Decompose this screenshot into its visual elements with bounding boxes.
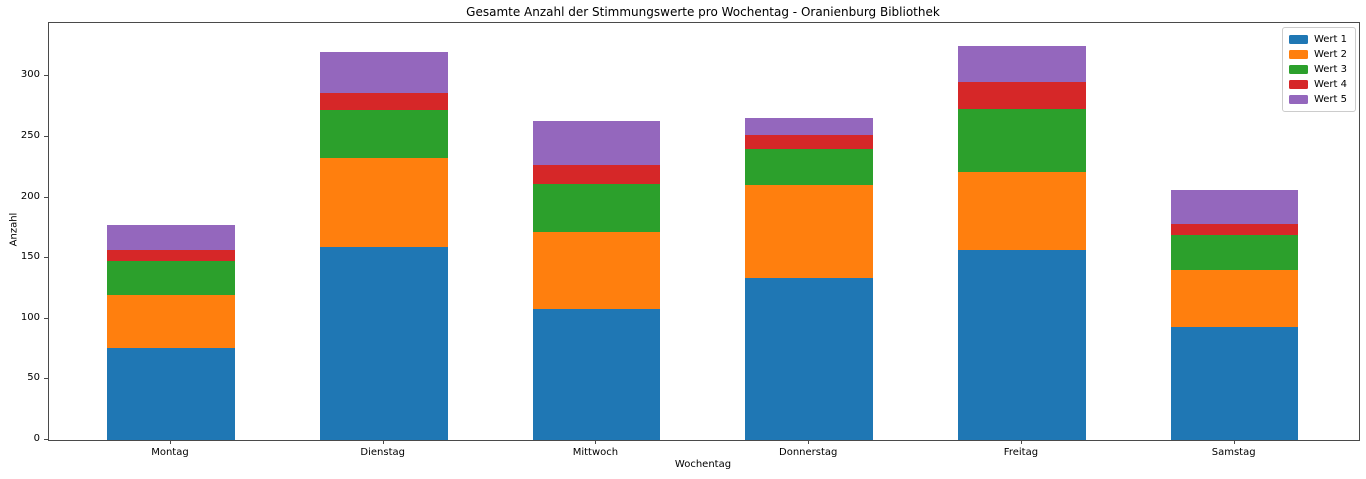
bar-segment-wert-1 <box>958 249 1086 440</box>
wert-1-swatch <box>1288 35 1308 44</box>
bar-segment-wert-3 <box>745 149 873 186</box>
chart-title: Gesamte Anzahl der Stimmungswerte pro Wo… <box>466 5 940 19</box>
x-tick-label: Dienstag <box>360 447 405 458</box>
y-tick-mark <box>44 439 48 440</box>
legend-entry: Wert 3 <box>1288 62 1347 77</box>
x-tick-label: Donnerstag <box>779 447 838 458</box>
bar-segment-wert-1 <box>319 247 448 440</box>
bar-segment-wert-2 <box>107 294 235 348</box>
x-axis-label: Wochentag <box>674 459 732 470</box>
legend-entry: Wert 2 <box>1288 47 1347 62</box>
bar-segment-wert-2 <box>319 157 448 248</box>
y-axis-label: Anzahl <box>8 212 20 247</box>
y-tick-mark <box>44 196 48 198</box>
bar-segment-wert-4 <box>319 93 448 111</box>
bar-segment-wert-5 <box>1170 190 1299 225</box>
bar-segment-wert-1 <box>532 309 661 440</box>
x-tick-label: Freitag <box>1003 447 1039 458</box>
bar-segment-wert-2 <box>532 231 661 310</box>
bar-segment-wert-3 <box>319 110 448 158</box>
bar-segment-wert-5 <box>532 121 661 165</box>
bar-segment-wert-4 <box>958 82 1086 110</box>
legend-label: Wert 2 <box>1313 49 1347 60</box>
x-tick-mark <box>808 440 810 444</box>
x-tick-mark <box>382 440 384 444</box>
bar-segment-wert-5 <box>107 225 235 250</box>
bar-segment-wert-2 <box>745 185 873 278</box>
wert-2-swatch <box>1288 50 1308 59</box>
bar-segment-wert-1 <box>745 277 873 440</box>
legend-entry: Wert 1 <box>1288 32 1347 47</box>
bar-segment-wert-1 <box>107 347 235 440</box>
wert-5-swatch <box>1288 95 1308 104</box>
bar-segment-wert-2 <box>1170 270 1299 328</box>
x-tick-label: Montag <box>151 447 189 458</box>
bar-segment-wert-3 <box>1170 235 1299 271</box>
plot-area: Wert 1 Wert 2 Wert 3 Wert 4 Wert 5 <box>48 22 1360 441</box>
legend-entry: Wert 4 <box>1288 77 1347 92</box>
legend-label: Wert 1 <box>1313 34 1347 45</box>
bar-segment-wert-5 <box>319 52 448 94</box>
bar-segment-wert-4 <box>1170 224 1299 236</box>
y-tick-label: 0 <box>33 433 40 444</box>
x-tick-mark <box>169 440 171 444</box>
legend: Wert 1 Wert 2 Wert 3 Wert 4 Wert 5 <box>1281 27 1356 112</box>
y-tick-label: 200 <box>20 190 40 202</box>
y-tick-mark <box>44 257 48 259</box>
bar-segment-wert-3 <box>107 260 235 295</box>
y-tick-label: 100 <box>20 311 40 323</box>
y-tick-label: 50 <box>27 372 40 384</box>
legend-label: Wert 4 <box>1313 79 1347 90</box>
bar-segment-wert-3 <box>532 184 661 232</box>
x-tick-mark <box>1020 440 1022 444</box>
y-tick-mark <box>44 135 48 137</box>
y-tick-label: 300 <box>20 69 40 81</box>
bar-segment-wert-3 <box>958 109 1086 173</box>
y-tick-label: 250 <box>20 129 40 141</box>
bar-segment-wert-4 <box>532 164 661 185</box>
legend-label: Wert 3 <box>1313 64 1347 75</box>
y-tick-mark <box>44 317 48 319</box>
wert-3-swatch <box>1288 65 1308 74</box>
legend-label: Wert 5 <box>1313 94 1347 105</box>
bar-segment-wert-5 <box>745 117 873 135</box>
x-tick-label: Samstag <box>1211 447 1256 458</box>
x-tick-mark <box>1233 440 1235 444</box>
bar-segment-wert-4 <box>107 249 235 261</box>
x-tick-label: Mittwoch <box>572 447 619 458</box>
y-tick-label: 150 <box>20 251 40 263</box>
wert-4-swatch <box>1288 80 1308 89</box>
y-tick-mark <box>44 75 48 77</box>
bar-segment-wert-4 <box>745 134 873 150</box>
bar-segment-wert-5 <box>958 46 1086 83</box>
bar-segment-wert-1 <box>1170 327 1299 440</box>
y-tick-mark <box>44 378 48 380</box>
bar-segment-wert-2 <box>958 172 1086 250</box>
bars-layer <box>49 23 1359 440</box>
x-tick-mark <box>595 440 597 444</box>
legend-entry: Wert 5 <box>1288 92 1347 107</box>
